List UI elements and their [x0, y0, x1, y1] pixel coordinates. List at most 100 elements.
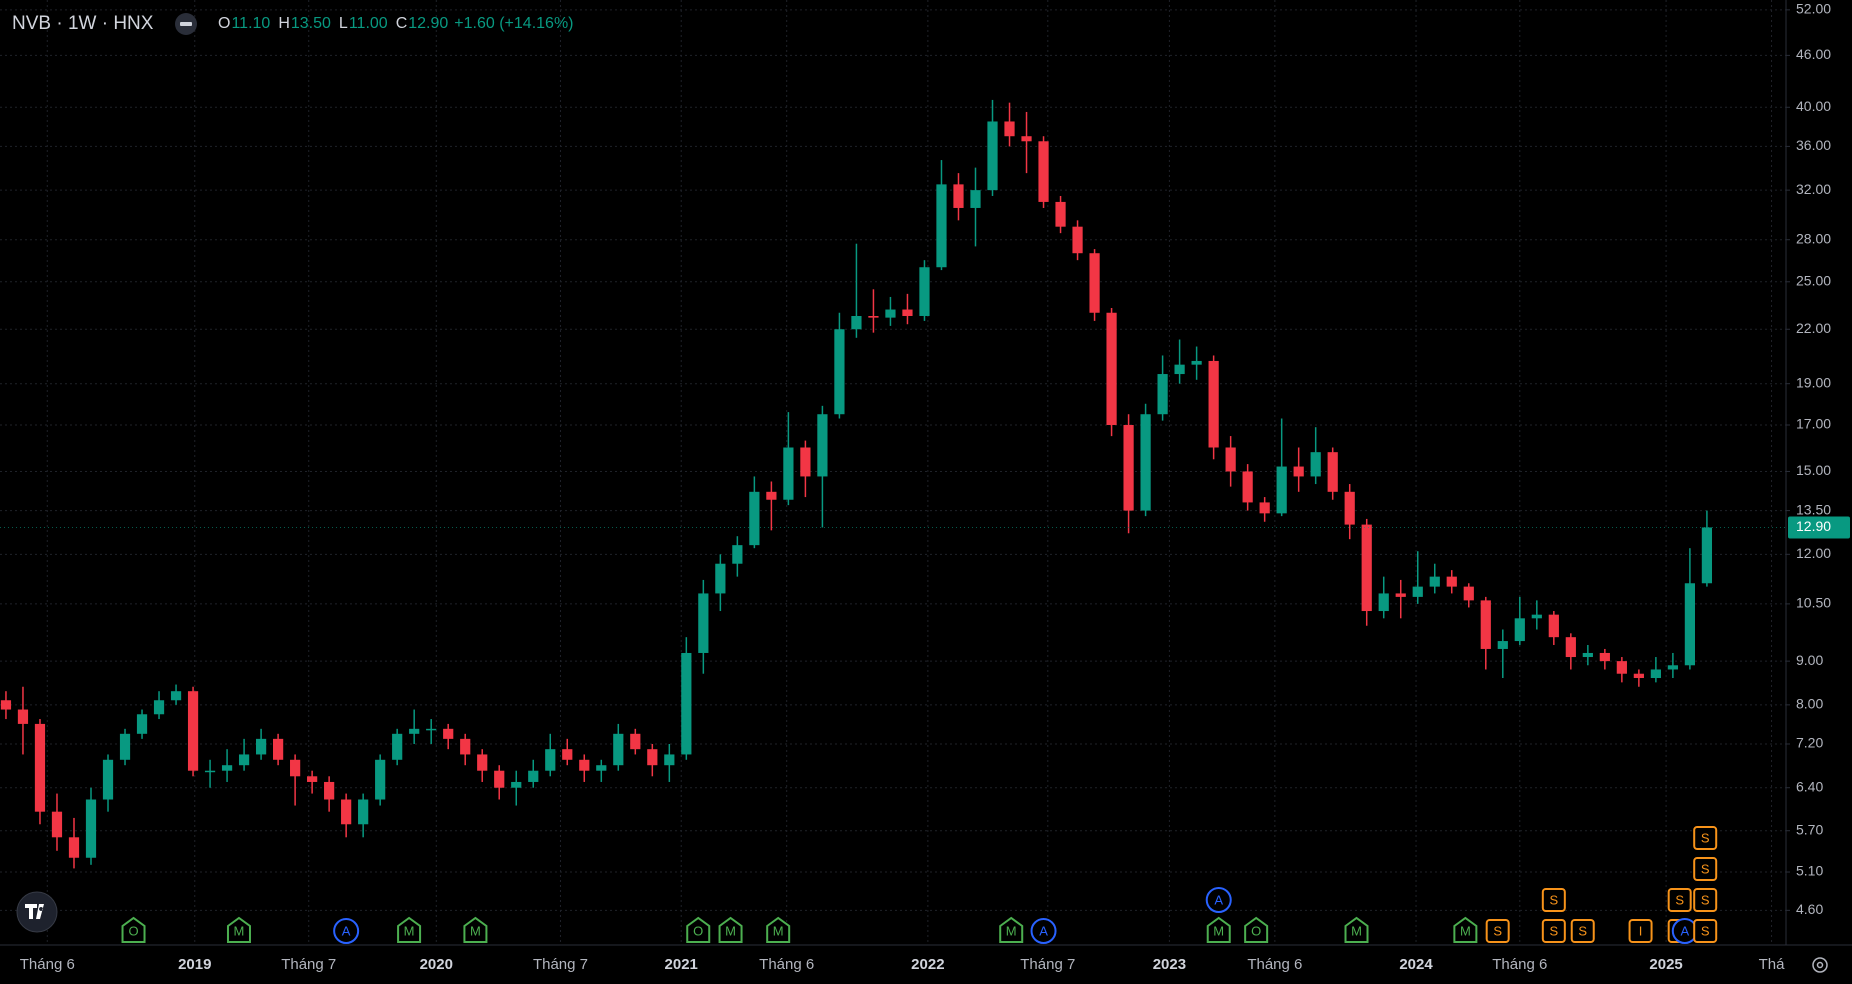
logo-bg[interactable]	[16, 891, 58, 933]
event-label[interactable]: O	[128, 923, 138, 938]
x-tick-label: 2020	[420, 956, 453, 973]
candle-body	[953, 184, 964, 208]
event-marker[interactable]	[1693, 888, 1718, 912]
candle-body	[562, 749, 573, 760]
event-marker[interactable]	[463, 916, 488, 943]
event-marker[interactable]	[1628, 919, 1653, 943]
event-label[interactable]: S	[1701, 830, 1710, 845]
event-marker[interactable]	[1693, 857, 1718, 881]
event-marker[interactable]	[766, 916, 791, 943]
candle-body	[392, 733, 403, 760]
event-marker[interactable]	[718, 916, 743, 943]
y-tick-label: 15.00	[1796, 462, 1831, 478]
event-marker[interactable]	[1693, 919, 1718, 943]
event-marker[interactable]	[1570, 919, 1595, 943]
event-label[interactable]: A	[342, 923, 351, 938]
y-tick-label: 25.00	[1796, 272, 1831, 288]
event-label[interactable]: S	[1493, 923, 1502, 938]
x-tick-label: Tháng 7	[533, 956, 588, 973]
candle-body	[1480, 600, 1491, 649]
candle-body	[1412, 586, 1423, 597]
candle-body	[221, 765, 233, 771]
event-marker[interactable]	[1541, 888, 1566, 912]
candle-body	[885, 309, 896, 318]
candle-body	[1497, 641, 1508, 649]
event-marker[interactable]	[1485, 919, 1510, 943]
candle-body	[545, 749, 556, 771]
x-tick-label: 2024	[1399, 956, 1433, 973]
event-label[interactable]: A	[1680, 923, 1689, 938]
event-marker[interactable]	[686, 916, 711, 943]
event-label[interactable]: O	[1251, 923, 1261, 938]
candle-body	[1123, 424, 1134, 511]
event-label[interactable]: I	[1639, 923, 1643, 938]
candle-body	[102, 759, 114, 800]
y-tick-label: 10.50	[1796, 595, 1831, 611]
event-label[interactable]: S	[1549, 923, 1558, 938]
gear-center[interactable]	[1816, 961, 1824, 969]
event-marker[interactable]	[121, 916, 146, 943]
event-marker[interactable]	[1453, 916, 1478, 943]
event-marker[interactable]	[1030, 918, 1057, 944]
event-label[interactable]: A	[1214, 892, 1223, 907]
event-marker[interactable]	[1667, 888, 1692, 912]
tradingview-logo[interactable]	[16, 891, 58, 933]
candle-body	[732, 545, 743, 564]
event-label[interactable]: M	[470, 923, 481, 938]
event-marker[interactable]	[999, 916, 1024, 943]
event-label[interactable]: M	[404, 923, 415, 938]
field-value: 12.90	[408, 15, 448, 32]
settings-button[interactable]	[1812, 957, 1828, 973]
candle-body	[477, 754, 488, 771]
candle-body	[1327, 452, 1338, 492]
y-tick-label: 52.00	[1796, 1, 1831, 17]
event-label[interactable]: M	[1460, 923, 1471, 938]
event-label[interactable]: M	[234, 923, 245, 938]
candle-body	[375, 759, 386, 800]
candle-body	[919, 267, 930, 316]
candle-body	[409, 728, 420, 734]
button-icon[interactable]	[180, 22, 192, 26]
event-label[interactable]: A	[1039, 923, 1048, 938]
candle-body	[1463, 586, 1474, 601]
event-marker[interactable]	[397, 916, 422, 943]
candle-body	[1446, 576, 1457, 587]
event-label[interactable]: S	[1701, 861, 1710, 876]
candle-body	[136, 714, 148, 734]
event-label[interactable]: S	[1578, 923, 1587, 938]
candle-body	[1140, 414, 1151, 511]
event-marker[interactable]	[1206, 916, 1231, 943]
candle-body	[1684, 583, 1695, 666]
event-label[interactable]: M	[1006, 923, 1017, 938]
event-label[interactable]: O	[693, 923, 703, 938]
candle-body	[1276, 466, 1287, 514]
candle-body	[715, 563, 726, 594]
event-label[interactable]: S	[1701, 892, 1710, 907]
event-marker[interactable]	[1244, 916, 1269, 943]
event-marker[interactable]	[226, 916, 251, 943]
candle-body	[664, 754, 675, 766]
candle-body	[119, 733, 131, 760]
candle-body	[307, 776, 318, 782]
event-marker[interactable]	[1344, 916, 1369, 943]
candle-body	[1361, 524, 1372, 612]
event-label[interactable]: M	[1351, 923, 1362, 938]
candle-body	[1293, 466, 1304, 477]
event-marker[interactable]	[1205, 887, 1232, 913]
event-label[interactable]: S	[1701, 923, 1710, 938]
event-marker[interactable]	[333, 918, 360, 944]
event-marker[interactable]	[1693, 826, 1718, 850]
gear[interactable]	[1812, 957, 1828, 973]
logo-icon[interactable]	[25, 904, 44, 919]
event-label[interactable]: M	[725, 923, 736, 938]
event-label[interactable]: S	[1549, 892, 1558, 907]
event-label[interactable]: M	[1213, 923, 1224, 938]
candle-body	[187, 691, 199, 771]
hide-button[interactable]	[175, 13, 197, 35]
x-tick-label: Tháng 6	[1247, 956, 1302, 973]
event-label[interactable]: M	[773, 923, 784, 938]
event-marker[interactable]	[1541, 919, 1566, 943]
candle-body	[494, 770, 505, 788]
change: +1.60 (+14.16%)	[454, 15, 573, 32]
event-label[interactable]: S	[1675, 892, 1684, 907]
